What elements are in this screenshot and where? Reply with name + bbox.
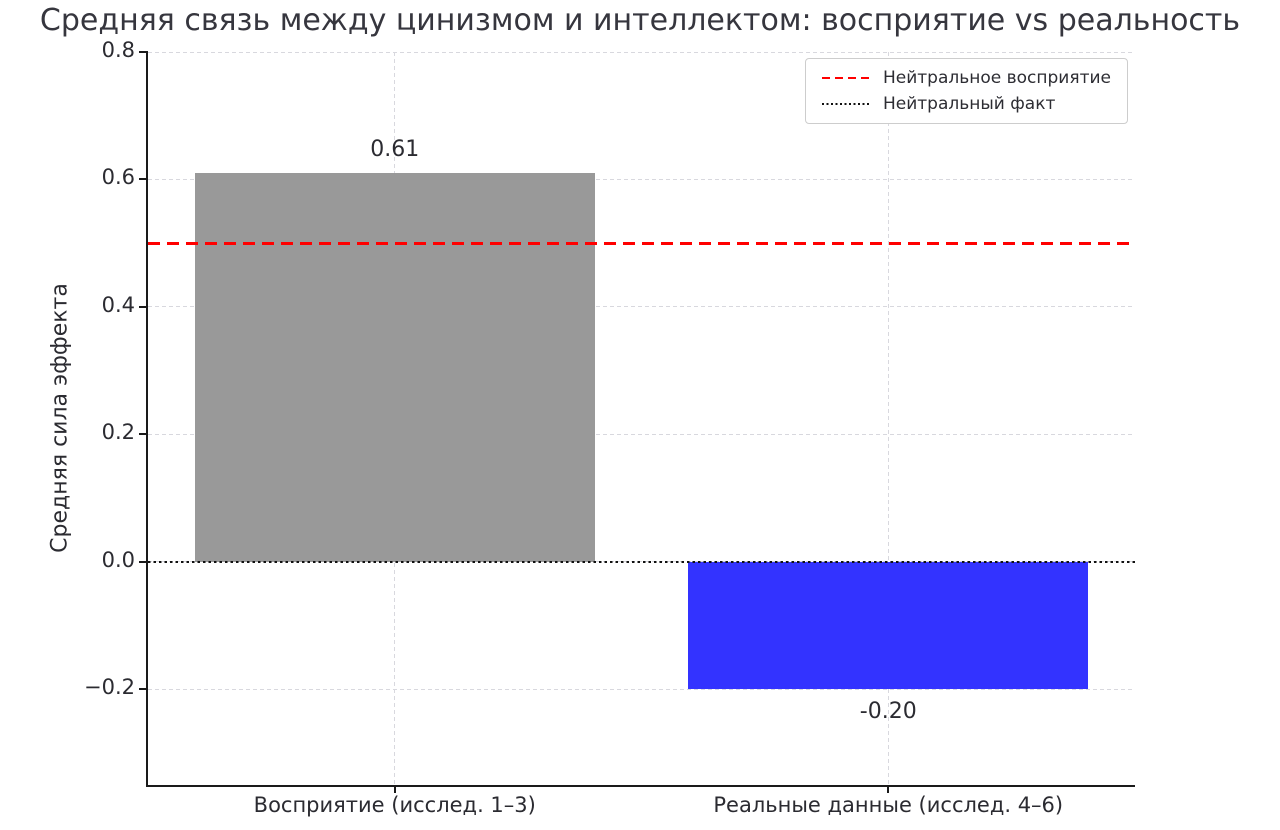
y-tick-mark [139,688,148,691]
x-tick-label: Восприятие (исслед. 1–3) [253,793,536,817]
y-gridline [148,178,1135,180]
y-gridline [148,433,1135,435]
chart-title: Средняя связь между цинизмом и интеллект… [39,3,1241,38]
y-tick-mark [139,178,148,181]
y-axis-spine [146,52,149,787]
legend-label: Нейтральное восприятие [882,68,1111,88]
legend: Нейтральное восприятие Нейтральный факт [804,58,1128,124]
y-tick-mark [139,560,148,563]
x-gridline [887,52,889,785]
y-tick-label: 0.0 [101,547,135,572]
neutral-fact-line [148,560,1135,563]
y-tick-mark [139,433,148,436]
black-dotted-line-sample [821,103,869,105]
y-gridline [148,306,1135,308]
y-tick-label: 0.4 [101,292,135,317]
y-axis-title: Средняя сила эффекта [47,283,73,553]
bar-reality [688,561,1089,690]
y-tick-mark [139,51,148,53]
y-tick-label: 0.8 [101,38,135,62]
y-gridline [148,51,1135,53]
bar-value-label: 0.61 [370,137,420,163]
red-dashed-line-sample [821,76,869,80]
legend-label: Нейтральный факт [882,94,1056,114]
neutral-perception-line [148,242,1135,245]
y-tick-label: 0.6 [101,165,135,190]
x-tick-mark [887,785,890,793]
x-tick-label: Реальные данные (исслед. 4–6) [713,793,1064,817]
legend-item: Нейтральный факт [821,91,1111,117]
bar-perception [194,173,595,562]
legend-item: Нейтральное восприятие [821,65,1111,91]
bar-value-label: -0.20 [859,699,917,725]
x-tick-mark [393,785,396,793]
y-gridline [148,688,1135,690]
y-tick-mark [139,305,148,308]
y-tick-label: 0.2 [101,420,135,445]
x-axis-spine [146,785,1135,788]
plot-area: 0.61 -0.20 [148,51,1135,785]
y-tick-label: −0.2 [84,675,135,700]
